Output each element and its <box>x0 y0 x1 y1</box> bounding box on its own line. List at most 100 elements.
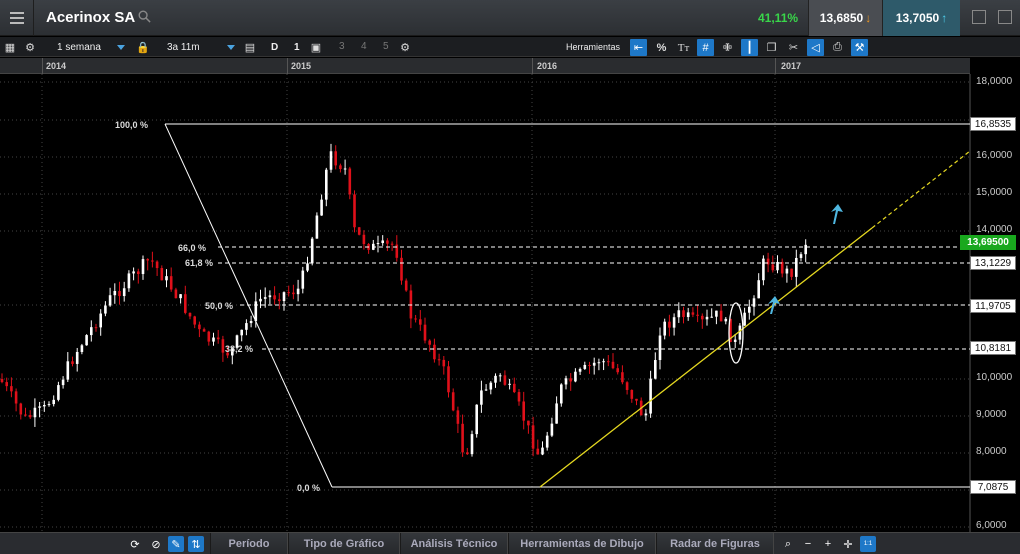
candle-body <box>644 413 648 416</box>
candle-body <box>531 425 535 449</box>
candle-body <box>752 298 756 307</box>
tab-period[interactable]: Período <box>210 533 288 554</box>
sell-price-button[interactable]: 13,6850 ↓ <box>808 0 882 36</box>
zoom-search-icon[interactable]: ⌕ <box>784 537 792 550</box>
chevron-down-icon[interactable] <box>227 45 235 50</box>
period-one-button[interactable]: 1 <box>294 41 300 53</box>
calculator-icon[interactable]: ▦ <box>4 41 16 54</box>
menu-icon[interactable] <box>0 0 34 36</box>
chevron-down-icon[interactable] <box>117 45 125 50</box>
candle-body <box>216 337 220 340</box>
ratio-icon[interactable]: 1:1 <box>860 536 876 552</box>
period-day-button[interactable]: D <box>271 41 279 53</box>
scissors-icon[interactable]: ✂ <box>788 42 799 54</box>
candle-body <box>757 280 760 299</box>
percent-button[interactable]: % <box>656 41 667 54</box>
candle-body <box>785 268 789 274</box>
crosshair-icon[interactable]: ✛ <box>843 538 853 551</box>
cancel-icon[interactable]: ⊘ <box>151 538 161 551</box>
candle-body <box>766 258 770 265</box>
candle-body <box>480 390 483 405</box>
candle-body <box>592 362 596 366</box>
tag-icon[interactable]: ◁ <box>807 39 824 56</box>
candle-body <box>381 240 384 244</box>
refresh-icon[interactable]: ⟳ <box>130 538 140 551</box>
candle-body <box>738 325 742 340</box>
candle-body <box>658 335 662 361</box>
candle-body <box>259 298 262 302</box>
candle-body <box>494 375 497 383</box>
settings-icon[interactable]: ⚙ <box>400 41 410 54</box>
candle-body <box>635 398 638 401</box>
trend-line <box>539 227 873 488</box>
chart-compare-icon[interactable]: ▣ <box>310 41 322 54</box>
candle-body <box>442 359 446 367</box>
fib-label: 50,0 % <box>205 301 234 311</box>
gear-icon[interactable]: ⚙ <box>25 41 35 54</box>
windows-icon[interactable]: ❐ <box>766 42 777 54</box>
tab-drawing-tools[interactable]: Herramientas de Dibujo <box>508 533 656 554</box>
candle-body <box>804 244 807 255</box>
crosshair-icon[interactable]: ✙ <box>722 42 733 54</box>
chevron-updown-icon[interactable]: ⇅ <box>188 536 204 552</box>
candle-body <box>395 244 399 258</box>
pencil-icon[interactable]: ✎ <box>168 536 184 552</box>
search-icon[interactable] <box>138 10 151 23</box>
option-5[interactable]: 5 <box>383 41 389 52</box>
candlestick-icon[interactable]: ┃ <box>741 39 758 56</box>
candle-body <box>0 379 4 383</box>
price-chart[interactable]: 100,0 % 66,0 % 61,8 % 50,0 % 38,2 % 0,0 … <box>0 74 1020 532</box>
tools-settings-icon[interactable]: ⚒ <box>851 39 868 56</box>
candle-body <box>583 364 587 369</box>
print-icon[interactable]: ⎙ <box>833 41 842 53</box>
candle-body <box>99 313 102 328</box>
minimize-icon[interactable] <box>972 10 986 24</box>
range-select[interactable]: 3a 11m <box>167 41 200 53</box>
candle-body <box>273 295 276 300</box>
close-icon[interactable] <box>998 10 1012 24</box>
candle-body <box>574 371 577 382</box>
candle-body <box>597 362 601 364</box>
option-3[interactable]: 3 <box>339 41 345 52</box>
buy-price-button[interactable]: 13,7050 ↑ <box>882 0 960 36</box>
candle-body <box>306 263 309 271</box>
candle-body <box>179 294 182 299</box>
candle-body <box>357 227 361 235</box>
candle-body <box>466 452 469 455</box>
candle-body <box>310 238 314 264</box>
period-select[interactable]: 1 semana <box>57 41 101 53</box>
calendar-icon[interactable]: ▤ <box>244 41 256 54</box>
candle-body <box>287 292 290 294</box>
text-tool-button[interactable]: Tт <box>677 41 690 54</box>
candle-body <box>127 273 131 289</box>
axis-tick: 16,0000 <box>976 150 1013 161</box>
back-arrow-icon[interactable]: ⇤ <box>630 39 647 56</box>
candle-body <box>560 384 563 404</box>
candle-body <box>75 351 79 364</box>
instrument-name: Acerinox SA <box>46 9 136 26</box>
fibonacci-tool <box>164 123 970 488</box>
lock-icon[interactable]: 🔒 <box>136 41 150 54</box>
candle-body <box>104 305 107 314</box>
candle-body <box>475 404 478 435</box>
option-4[interactable]: 4 <box>361 41 367 52</box>
candle-body <box>292 292 295 295</box>
zoom-in-icon[interactable]: + <box>824 538 832 550</box>
fib-price-box: 7,0875 <box>970 480 1016 494</box>
candle-body <box>470 434 474 455</box>
candle-body <box>52 399 55 405</box>
candle-body <box>85 335 88 346</box>
tab-chart-type[interactable]: Tipo de Gráfico <box>288 533 400 554</box>
candle-body <box>776 261 779 271</box>
candle-body <box>174 289 178 299</box>
candle-body <box>118 290 121 297</box>
zoom-out-icon[interactable]: − <box>804 538 812 550</box>
candle-body <box>503 375 507 385</box>
chart-canvas[interactable] <box>0 74 1020 532</box>
candle-body <box>193 316 196 325</box>
tab-technical-analysis[interactable]: Análisis Técnico <box>400 533 508 554</box>
tab-pattern-radar[interactable]: Radar de Figuras <box>656 533 774 554</box>
candle-body <box>226 352 229 356</box>
grid-icon[interactable]: # <box>697 39 714 56</box>
